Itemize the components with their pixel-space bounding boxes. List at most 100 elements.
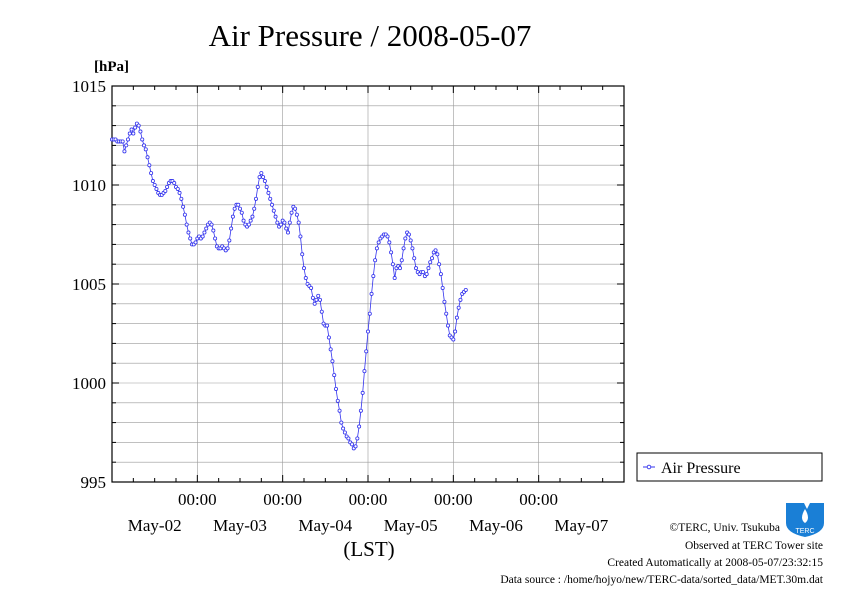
x-tick-date-label: May-06 bbox=[469, 516, 523, 535]
data-point bbox=[392, 276, 397, 281]
data-point bbox=[428, 260, 433, 265]
data-point bbox=[349, 442, 354, 447]
data-point bbox=[241, 218, 246, 223]
data-point bbox=[369, 291, 374, 296]
data-point bbox=[163, 188, 168, 193]
data-point bbox=[328, 347, 333, 352]
series-air-pressure bbox=[110, 121, 468, 451]
data-point bbox=[421, 270, 426, 275]
data-point bbox=[298, 234, 303, 239]
data-point bbox=[433, 248, 438, 253]
data-point bbox=[264, 184, 269, 189]
data-point bbox=[335, 398, 340, 403]
data-point bbox=[326, 335, 331, 340]
footer-observed: Observed at TERC Tower site bbox=[685, 540, 823, 552]
data-point bbox=[127, 131, 132, 136]
data-point bbox=[325, 323, 330, 328]
data-point bbox=[257, 175, 262, 180]
data-point bbox=[120, 139, 125, 144]
water-drop-icon bbox=[802, 509, 808, 523]
data-point bbox=[296, 220, 301, 225]
data-point bbox=[273, 214, 278, 219]
data-point bbox=[387, 240, 392, 245]
data-point bbox=[413, 266, 418, 271]
data-point bbox=[440, 285, 445, 290]
y-tick-label: 1010 bbox=[72, 176, 106, 195]
data-point bbox=[360, 390, 365, 395]
data-point bbox=[355, 436, 360, 441]
data-point bbox=[271, 208, 276, 213]
x-tick-date-label: May-05 bbox=[384, 516, 438, 535]
data-point bbox=[255, 184, 260, 189]
data-point bbox=[211, 228, 216, 233]
data-point bbox=[141, 143, 146, 148]
data-point bbox=[342, 430, 347, 435]
legend: Air Pressure bbox=[636, 452, 823, 482]
data-point bbox=[303, 276, 308, 281]
data-point bbox=[445, 323, 450, 328]
data-point bbox=[150, 179, 155, 184]
data-point bbox=[285, 230, 290, 235]
data-point bbox=[188, 236, 193, 241]
data-point bbox=[365, 329, 370, 334]
data-point bbox=[149, 171, 154, 176]
data-point bbox=[437, 262, 442, 267]
data-point bbox=[200, 234, 205, 239]
data-point bbox=[129, 127, 134, 132]
data-point bbox=[181, 204, 186, 209]
footer-copyright: ©TERC, Univ. Tsukuba bbox=[670, 522, 780, 534]
data-point bbox=[179, 196, 184, 201]
y-axis-ticks: 995 1000 1005 1010 1015 bbox=[72, 77, 624, 492]
data-point bbox=[165, 184, 170, 189]
data-point bbox=[408, 238, 413, 243]
data-point bbox=[284, 226, 289, 231]
data-point bbox=[140, 137, 145, 142]
x-axis-ticks: 00:00 00:00 00:00 00:00 00:00 May-02 May-03 May… bbox=[111, 86, 625, 535]
x-tick-time-label: 00:00 bbox=[178, 490, 217, 509]
data-point bbox=[353, 444, 358, 449]
data-point bbox=[367, 311, 372, 316]
legend-box bbox=[636, 452, 823, 482]
grid-lines bbox=[112, 86, 624, 482]
x-tick-time-label: 00:00 bbox=[349, 490, 388, 509]
data-point bbox=[412, 256, 417, 261]
data-point bbox=[301, 266, 306, 271]
data-point bbox=[227, 238, 232, 243]
x-axis-label: (LST) bbox=[343, 537, 394, 561]
footer-source: Data source : /home/hojyo/new/TERC-data/… bbox=[500, 574, 823, 586]
data-point bbox=[429, 256, 434, 261]
data-point bbox=[252, 206, 257, 211]
data-point bbox=[126, 137, 131, 142]
data-point bbox=[401, 246, 406, 251]
data-point bbox=[138, 129, 143, 134]
data-point bbox=[357, 424, 362, 429]
data-point bbox=[147, 163, 152, 168]
data-point bbox=[282, 220, 287, 225]
y-unit-label: [hPa] bbox=[94, 59, 129, 75]
data-point bbox=[133, 125, 138, 130]
data-point bbox=[385, 234, 390, 239]
data-point bbox=[314, 297, 319, 302]
data-point bbox=[339, 420, 344, 425]
x-tick-date-label: May-04 bbox=[298, 516, 352, 535]
x-tick-time-label: 00:00 bbox=[519, 490, 558, 509]
data-point bbox=[435, 252, 440, 257]
data-point bbox=[275, 220, 280, 225]
data-point bbox=[337, 408, 342, 413]
x-tick-date-label: May-02 bbox=[128, 516, 182, 535]
data-point bbox=[410, 246, 415, 251]
data-point bbox=[152, 182, 157, 187]
data-point bbox=[177, 190, 182, 195]
data-point bbox=[294, 212, 299, 217]
data-point bbox=[268, 196, 273, 201]
data-point bbox=[293, 206, 298, 211]
data-point bbox=[193, 240, 198, 245]
x-tick-time-label: 00:00 bbox=[263, 490, 302, 509]
data-point bbox=[186, 230, 191, 235]
x-tick-date-label: May-07 bbox=[554, 516, 608, 535]
data-point bbox=[424, 272, 429, 277]
data-point bbox=[463, 287, 468, 292]
data-point bbox=[175, 186, 180, 191]
data-point bbox=[172, 181, 177, 186]
